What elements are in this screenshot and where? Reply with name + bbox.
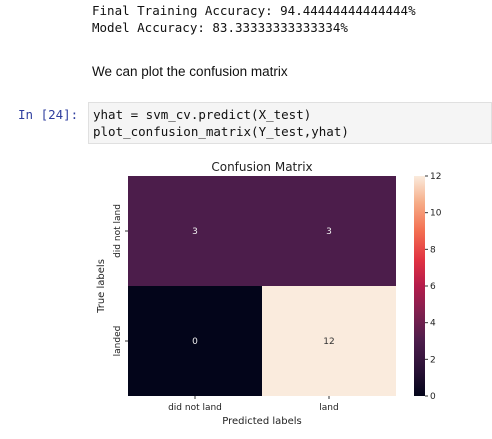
- chart-title: Confusion Matrix: [211, 160, 312, 174]
- cell-value-label: 12: [323, 337, 334, 347]
- code-line-1[interactable]: yhat = svm_cv.predict(X_test): [93, 107, 312, 122]
- cell-value-label: 0: [192, 337, 198, 347]
- colorbar-tick-label: 8: [430, 245, 436, 255]
- y-tick-label: did not land: [113, 204, 123, 258]
- colorbar-tick-label: 10: [430, 209, 442, 219]
- x-axis-label: Predicted labels: [222, 416, 302, 427]
- colorbar-tick-label: 6: [430, 282, 436, 292]
- output-area: Final Training Accuracy: 94.444444444444…: [92, 2, 416, 36]
- heatmap-cell: [262, 176, 396, 286]
- heatmap-cell: [128, 286, 262, 396]
- colorbar-tick-label: 0: [430, 392, 436, 402]
- code-cell[interactable]: yhat = svm_cv.predict(X_test) plot_confu…: [88, 102, 492, 144]
- colorbar-tick-label: 12: [430, 172, 441, 182]
- heatmap-cell: [128, 176, 262, 286]
- colorbar: [414, 176, 425, 396]
- x-tick-label: land: [319, 403, 338, 413]
- code-line-2[interactable]: plot_confusion_matrix(Y_test,yhat): [93, 124, 349, 139]
- training-accuracy-text: Final Training Accuracy: 94.444444444444…: [92, 3, 416, 18]
- y-axis-label: True labels: [96, 259, 107, 314]
- colorbar-tick-label: 2: [430, 355, 436, 365]
- model-accuracy-text: Model Accuracy: 83.33333333333334%: [92, 20, 348, 35]
- markdown-text: We can plot the confusion matrix: [92, 64, 288, 79]
- colorbar-tick-label: 4: [430, 319, 436, 329]
- cell-value-label: 3: [326, 227, 332, 237]
- x-tick-label: did not land: [168, 403, 222, 413]
- heatmap-cell: [262, 286, 396, 396]
- cell-prompt: In [24]:: [18, 107, 79, 122]
- cell-value-label: 3: [192, 227, 198, 237]
- y-tick-label: landed: [113, 326, 123, 357]
